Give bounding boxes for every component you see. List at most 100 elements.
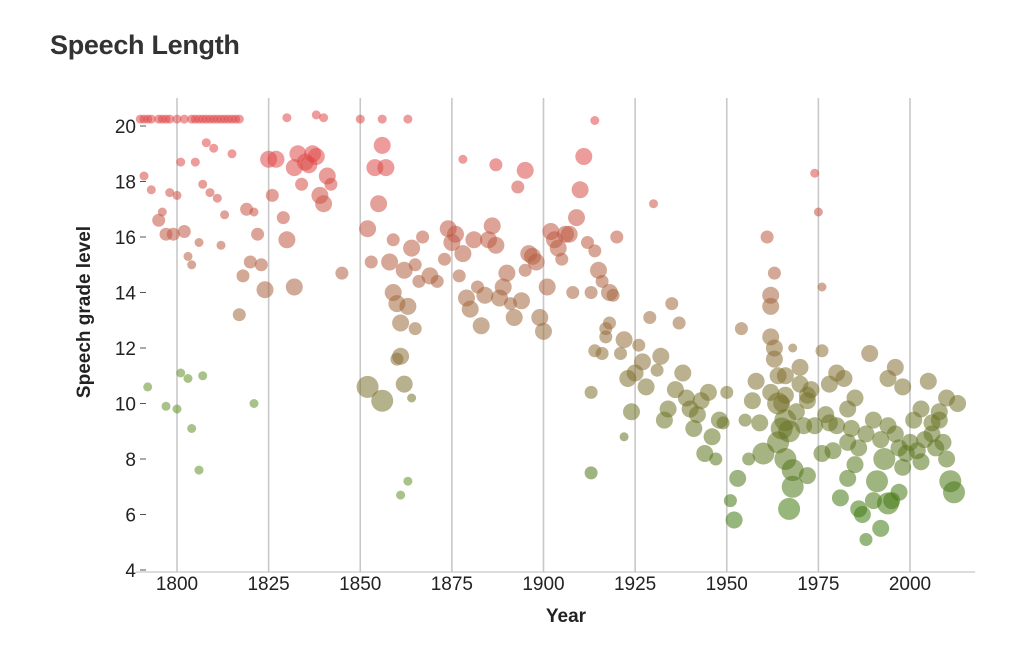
data-point bbox=[216, 240, 226, 250]
data-point bbox=[781, 475, 804, 498]
data-point bbox=[894, 458, 912, 476]
data-point bbox=[278, 231, 296, 249]
data-point bbox=[595, 274, 609, 288]
x-tick-label: 1900 bbox=[522, 574, 564, 595]
data-point bbox=[311, 110, 321, 120]
data-point bbox=[571, 181, 589, 199]
data-point bbox=[688, 406, 706, 424]
data-point bbox=[810, 168, 820, 178]
data-point bbox=[256, 281, 274, 299]
data-point bbox=[703, 428, 721, 446]
data-point bbox=[912, 453, 930, 471]
data-point bbox=[265, 188, 279, 202]
data-point bbox=[408, 258, 422, 272]
data-point bbox=[729, 469, 747, 487]
data-point bbox=[430, 274, 444, 288]
data-point bbox=[912, 400, 930, 418]
data-point bbox=[709, 452, 723, 466]
data-point bbox=[236, 269, 250, 283]
data-point bbox=[177, 225, 191, 238]
data-point bbox=[403, 239, 421, 257]
data-point bbox=[355, 114, 365, 124]
data-point bbox=[516, 161, 534, 179]
data-point bbox=[861, 345, 879, 362]
data-point bbox=[386, 233, 400, 247]
y-tick-label: 4 bbox=[125, 561, 136, 582]
data-point bbox=[846, 456, 864, 474]
data-point bbox=[458, 154, 468, 164]
data-point bbox=[381, 253, 399, 271]
data-point bbox=[392, 314, 410, 332]
data-point bbox=[696, 445, 714, 462]
data-point bbox=[584, 286, 598, 299]
data-point bbox=[461, 300, 479, 318]
data-point bbox=[817, 282, 827, 292]
data-point bbox=[725, 511, 743, 529]
data-point bbox=[157, 207, 167, 217]
data-point bbox=[839, 469, 857, 487]
data-point bbox=[146, 185, 156, 195]
data-point bbox=[220, 210, 230, 220]
data-point bbox=[518, 263, 532, 277]
data-point bbox=[527, 253, 545, 271]
data-point bbox=[943, 481, 965, 504]
data-point bbox=[649, 199, 658, 209]
data-point bbox=[850, 500, 868, 518]
data-point bbox=[872, 519, 890, 537]
data-point bbox=[198, 179, 208, 189]
data-point bbox=[511, 180, 525, 194]
data-point bbox=[919, 372, 937, 390]
data-point bbox=[489, 158, 503, 172]
x-tick-label: 1875 bbox=[431, 574, 473, 595]
data-point bbox=[285, 278, 303, 296]
data-point bbox=[765, 339, 783, 357]
data-point bbox=[249, 207, 259, 217]
data-point bbox=[243, 255, 257, 269]
chart-title: Speech Length bbox=[50, 30, 240, 60]
data-point bbox=[176, 368, 186, 378]
data-point bbox=[319, 113, 329, 123]
data-point bbox=[307, 148, 325, 165]
data-point bbox=[685, 420, 703, 437]
data-point bbox=[828, 364, 846, 382]
data-point bbox=[560, 225, 578, 243]
x-tick-label: 1850 bbox=[339, 574, 381, 595]
data-point bbox=[183, 251, 193, 261]
data-point bbox=[850, 439, 868, 457]
data-point bbox=[187, 424, 197, 433]
data-point bbox=[767, 266, 781, 280]
data-point bbox=[282, 113, 292, 123]
data-point bbox=[465, 231, 483, 249]
data-point bbox=[395, 375, 413, 393]
x-tick-label: 1975 bbox=[797, 574, 839, 595]
data-point bbox=[390, 352, 404, 366]
data-point bbox=[859, 533, 873, 546]
data-point bbox=[743, 392, 761, 410]
x-tick-label: 1925 bbox=[614, 574, 656, 595]
data-point bbox=[857, 425, 875, 443]
data-point bbox=[549, 239, 567, 257]
data-point bbox=[637, 378, 655, 396]
data-point bbox=[483, 217, 501, 235]
data-point bbox=[672, 316, 686, 330]
x-axis-title: Year bbox=[546, 606, 587, 627]
data-point bbox=[179, 114, 189, 124]
data-point bbox=[659, 400, 677, 418]
data-point bbox=[234, 114, 244, 124]
y-tick-label: 12 bbox=[115, 339, 136, 360]
data-point bbox=[619, 432, 629, 442]
data-point bbox=[788, 343, 798, 353]
data-point bbox=[938, 450, 956, 468]
data-point bbox=[227, 149, 237, 159]
data-point bbox=[538, 278, 556, 296]
data-point bbox=[762, 383, 780, 401]
data-point bbox=[139, 171, 149, 181]
y-tick-label: 20 bbox=[115, 117, 136, 138]
y-tick-label: 16 bbox=[115, 228, 136, 249]
data-point bbox=[720, 385, 734, 399]
data-point bbox=[751, 414, 769, 432]
data-point bbox=[447, 225, 464, 243]
data-point bbox=[864, 411, 882, 429]
data-point bbox=[581, 236, 594, 249]
data-point bbox=[734, 322, 748, 336]
